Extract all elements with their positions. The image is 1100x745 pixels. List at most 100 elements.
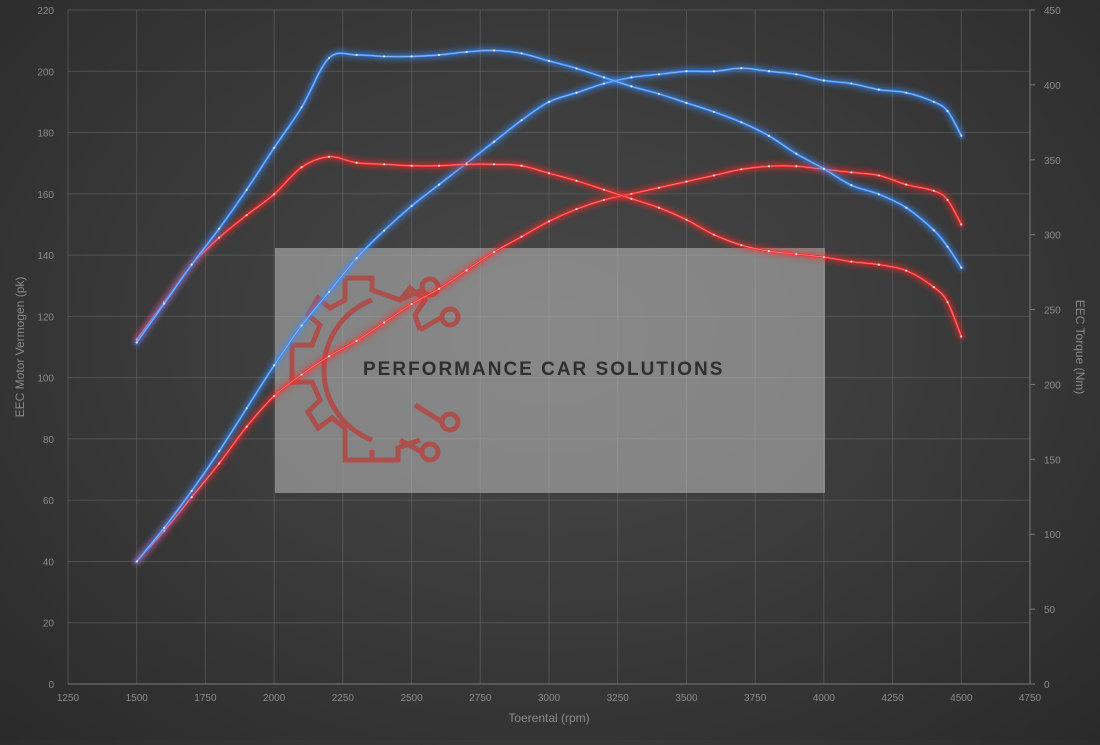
data-point: [575, 208, 578, 211]
data-point: [410, 204, 413, 208]
x-tick-label: 3750: [744, 693, 767, 704]
x-tick-label: 3500: [675, 693, 698, 704]
series-line-3: [133, 153, 965, 343]
data-point: [905, 206, 908, 209]
data-point: [795, 165, 798, 168]
data-point: [328, 290, 331, 293]
data-point: [877, 193, 880, 196]
data-point: [946, 245, 949, 248]
y-right-tick-label: 400: [1044, 81, 1061, 92]
data-point: [410, 164, 413, 167]
data-point: [630, 76, 633, 79]
data-point: [630, 197, 633, 200]
data-point: [932, 189, 935, 192]
data-point: [300, 166, 303, 169]
y-left-tick-label: 80: [43, 435, 55, 446]
x-tick-label: 2250: [332, 693, 355, 704]
data-point: [492, 250, 496, 254]
data-point: [328, 355, 331, 358]
data-point: [877, 88, 880, 91]
y-right-tick-label: 250: [1044, 306, 1061, 317]
data-point: [960, 134, 963, 137]
data-point: [850, 171, 853, 174]
data-point: [946, 300, 949, 304]
x-tick-label: 3000: [538, 693, 561, 704]
data-point: [932, 229, 935, 232]
data-point: [602, 198, 606, 202]
data-point: [547, 172, 551, 175]
data-point: [465, 163, 468, 166]
y-left-tick-label: 120: [37, 312, 54, 323]
y-left-tick-label: 40: [43, 557, 55, 568]
data-point: [273, 364, 276, 367]
data-point: [273, 146, 276, 149]
data-point: [218, 450, 221, 453]
data-point: [932, 285, 935, 289]
x-tick-label: 1750: [194, 693, 217, 704]
data-point: [355, 339, 358, 342]
data-point: [355, 257, 358, 260]
data-point: [905, 183, 908, 186]
y-left-tick-label: 0: [48, 680, 54, 691]
data-point: [492, 163, 496, 166]
x-tick-label: 4250: [881, 693, 904, 704]
data-point: [135, 560, 138, 563]
data-point: [740, 67, 743, 70]
data-point: [273, 394, 276, 398]
data-point: [877, 174, 880, 177]
data-point: [767, 70, 770, 73]
y-left-tick-label: 20: [43, 619, 55, 630]
data-point: [960, 335, 963, 338]
series-line-4: [133, 47, 965, 346]
data-point: [492, 140, 496, 143]
data-point: [245, 188, 248, 191]
data-point: [767, 134, 770, 137]
data-point: [218, 462, 221, 465]
data-point: [740, 121, 743, 124]
series-highlight: [136, 50, 962, 343]
data-point: [850, 184, 853, 187]
data-point: [218, 227, 221, 230]
data-point: [685, 218, 688, 221]
data-point: [382, 321, 386, 324]
data-point: [135, 341, 138, 344]
data-point: [946, 110, 949, 113]
data-point: [520, 164, 523, 167]
series-highlight: [136, 67, 962, 562]
y-axis-left-title: EEC Motor Vermogen (pk): [13, 277, 27, 418]
y-right-tick-label: 300: [1044, 231, 1061, 242]
data-point: [547, 59, 551, 63]
data-point: [245, 407, 248, 410]
x-tick-label: 4750: [1019, 693, 1042, 704]
data-point: [685, 70, 688, 73]
data-point: [245, 214, 248, 217]
data-point: [685, 180, 688, 183]
data-point: [437, 183, 441, 186]
data-point: [382, 229, 386, 232]
data-point: [163, 302, 166, 305]
data-point: [712, 110, 716, 113]
data-point: [218, 236, 221, 239]
data-point: [905, 91, 908, 94]
data-point: [382, 55, 386, 58]
data-point: [685, 101, 688, 104]
data-point: [960, 266, 963, 269]
y-right-tick-label: 450: [1044, 6, 1061, 17]
x-tick-label: 1250: [57, 693, 80, 704]
y-axis-right-title: EEC Torque (Nm): [1073, 300, 1087, 394]
data-point: [877, 263, 880, 266]
data-point: [163, 526, 166, 529]
data-point: [946, 198, 949, 202]
data-point: [410, 303, 413, 306]
y-right-tick-label: 150: [1044, 455, 1061, 466]
data-point: [657, 92, 661, 95]
series-line-1: [133, 162, 965, 565]
data-point: [712, 174, 716, 177]
y-right-tick-label: 0: [1044, 680, 1050, 691]
data-point: [520, 52, 523, 55]
data-point: [767, 165, 770, 168]
data-point: [850, 260, 853, 263]
data-point: [355, 53, 358, 57]
y-right-tick-label: 200: [1044, 380, 1061, 391]
data-point: [437, 287, 441, 290]
